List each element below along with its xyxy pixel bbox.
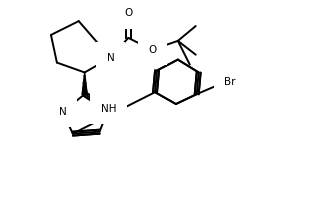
Text: O: O	[124, 8, 133, 18]
Text: NH: NH	[101, 104, 116, 114]
Text: Br: Br	[225, 77, 236, 87]
Text: O: O	[148, 45, 156, 55]
Text: N: N	[59, 107, 67, 117]
Text: N: N	[107, 53, 114, 63]
Polygon shape	[82, 73, 87, 94]
